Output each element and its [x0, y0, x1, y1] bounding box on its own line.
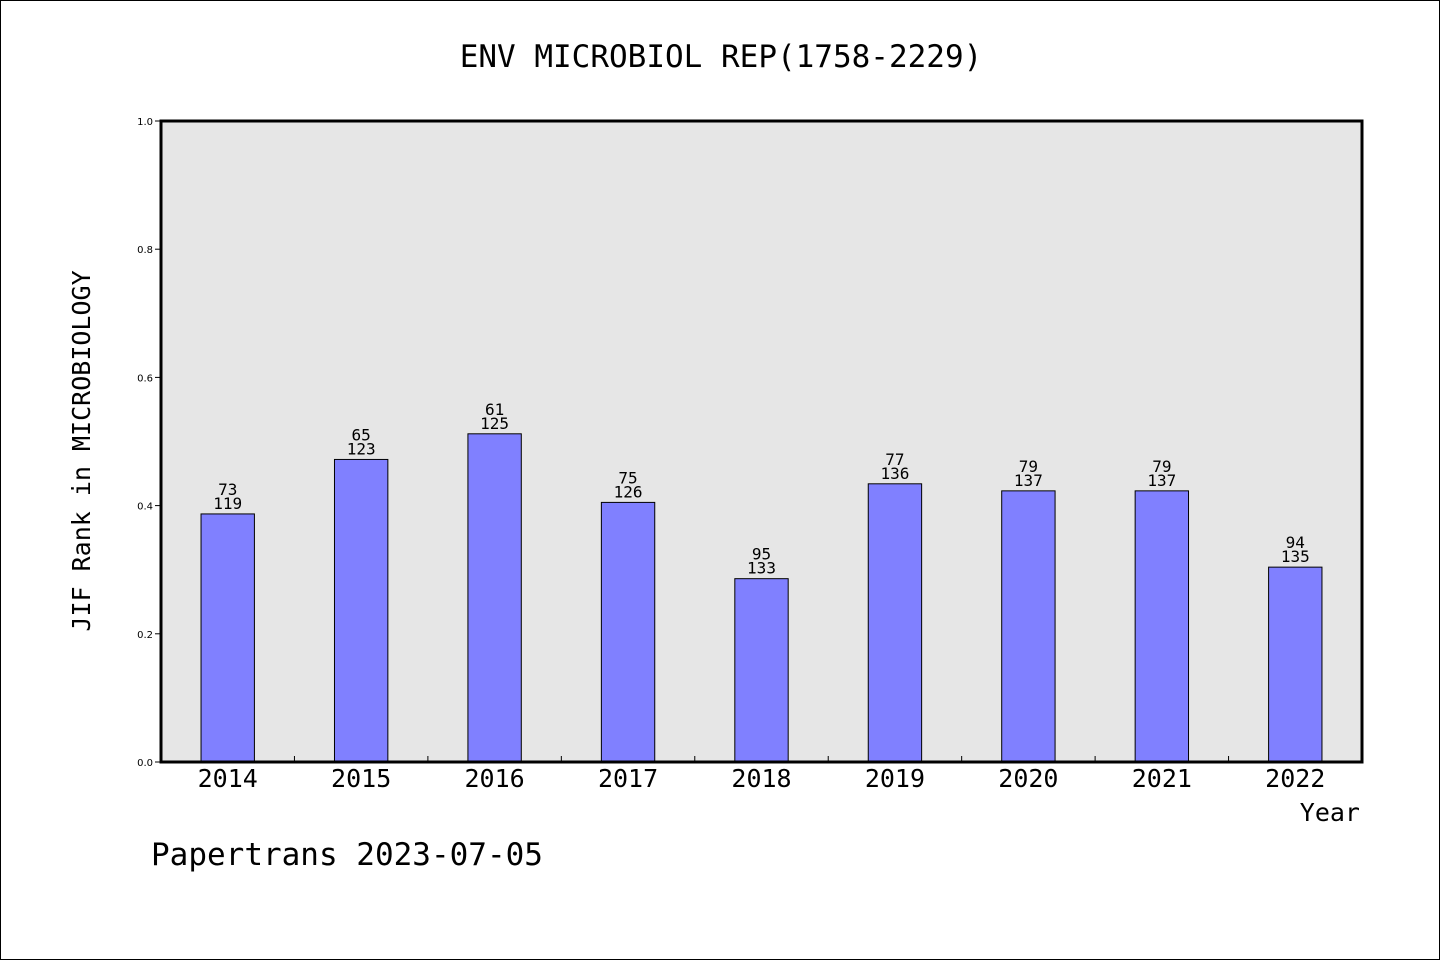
- bar-2014: [200, 513, 255, 763]
- bar-2019: [867, 483, 923, 763]
- plot-border: [159, 119, 1364, 764]
- y-tick-label: 0.6: [137, 373, 153, 384]
- bar-rank-label: 73: [218, 480, 237, 499]
- x-tick-label: 2017: [598, 764, 658, 793]
- bar-total-label: 119: [213, 494, 242, 513]
- x-axis-ticks: 2014 2015 2016 2017 2018 2019 2020 2021 2022: [198, 756, 1325, 793]
- x-tick-label: 2014: [198, 764, 258, 793]
- bar-rank-label: 79: [1152, 457, 1171, 476]
- bar-2021: [1134, 490, 1190, 763]
- bar-total-label: 126: [614, 482, 643, 501]
- x-tick-label: 2020: [998, 764, 1058, 793]
- bar-rank-label: 77: [885, 450, 904, 469]
- y-tick-label: 0.8: [137, 245, 153, 256]
- y-tick-label: 0.4: [137, 502, 153, 513]
- bar-rank-label: 95: [752, 545, 771, 564]
- y-axis-ticks: 0.0 0.2 0.4 0.6 0.8 1.0: [137, 117, 161, 769]
- bar-rank-label: 61: [485, 400, 504, 419]
- x-tick-label: 2018: [731, 764, 791, 793]
- bar-total-label: 133: [747, 559, 776, 578]
- bar-2022: [1268, 566, 1323, 763]
- bars: [200, 433, 1323, 763]
- bar-rank-label: 94: [1286, 533, 1305, 552]
- bar-2015: [333, 458, 389, 763]
- bar-2020: [1001, 490, 1056, 763]
- bar-rank-label: 65: [352, 425, 371, 444]
- x-tick-label: 2019: [865, 764, 925, 793]
- y-tick-label: 0.0: [137, 758, 153, 769]
- bar-total-label: 136: [880, 464, 909, 483]
- x-tick-label: 2015: [331, 764, 391, 793]
- footer-text: Papertrans 2023-07-05: [151, 837, 543, 873]
- x-axis-title: Year: [1300, 798, 1360, 827]
- y-tick-label: 0.2: [137, 630, 153, 641]
- bar-total-label: 137: [1147, 471, 1176, 490]
- bar-rank-label: 79: [1019, 457, 1038, 476]
- bar-rank-label: 75: [618, 468, 637, 487]
- bar-total-label: 123: [347, 439, 376, 458]
- bar-total-label: 125: [480, 414, 509, 433]
- y-axis-title: JIF Rank in MICROBIOLOGY: [67, 270, 96, 631]
- x-tick-label: 2021: [1132, 764, 1192, 793]
- x-tick-label: 2022: [1265, 764, 1325, 793]
- chart-title: ENV MICROBIOL REP(1758-2229): [460, 39, 983, 75]
- bar-total-label: 135: [1281, 547, 1310, 566]
- bar-total-label: 137: [1014, 471, 1043, 490]
- x-tick-label: 2016: [465, 764, 525, 793]
- bar-2016: [467, 433, 522, 763]
- y-tick-label: 1.0: [137, 117, 153, 128]
- bar-2017: [600, 501, 656, 763]
- bar-2018: [734, 578, 789, 763]
